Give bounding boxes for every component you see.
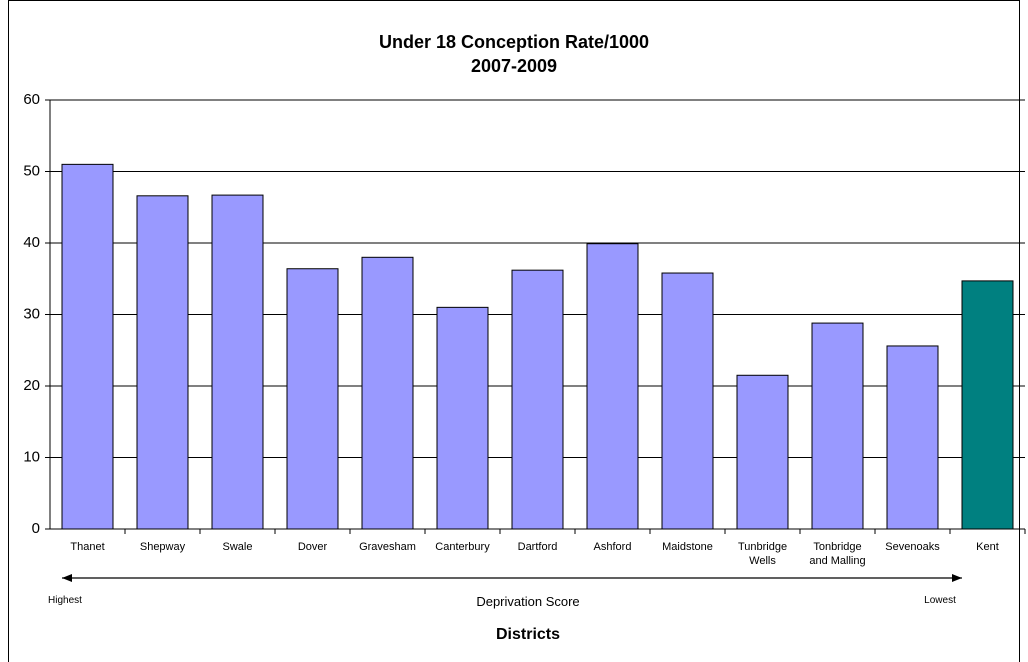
bar	[661, 272, 714, 530]
arrow-head-left	[62, 574, 72, 582]
x-tick-label: Gravesham	[359, 541, 416, 553]
bar	[736, 374, 789, 530]
chart-title: Under 18 Conception Rate/1000 2007-2009	[378, 32, 650, 76]
x-tick-label: Maidstone	[662, 541, 713, 553]
chart-frame	[8, 0, 1020, 662]
x-tick-label: Shepway	[139, 541, 186, 553]
bar	[886, 345, 939, 530]
annotation-deprivation: Deprivation Score	[476, 594, 580, 609]
x-tick-label: Ashford	[593, 541, 632, 553]
arrow-head-right	[952, 574, 962, 582]
y-tick-label: 60	[23, 91, 40, 108]
x-tick-label: Kent	[976, 541, 999, 553]
bar	[211, 194, 264, 530]
y-tick-label: 40	[23, 234, 40, 251]
bar	[961, 280, 1014, 530]
x-tick-label: Dover	[297, 541, 328, 553]
annotation-lowest: Lowest	[924, 595, 956, 606]
x-tick-label: Tonbridge and Malling	[809, 541, 866, 567]
bar	[361, 256, 414, 530]
x-tick-label: Thanet	[70, 541, 105, 553]
bar	[511, 269, 564, 530]
x-axis-label: Districts	[495, 626, 561, 643]
bar	[436, 306, 489, 530]
y-tick-label: 30	[23, 305, 40, 322]
y-tick-label: 10	[23, 448, 40, 465]
y-tick-label: 50	[23, 162, 40, 179]
bar	[286, 268, 339, 530]
y-tick-label: 20	[23, 377, 40, 394]
x-tick-label: Dartford	[517, 541, 558, 553]
x-tick-label: Sevenoaks	[885, 541, 940, 553]
bar	[586, 243, 639, 530]
bar	[136, 195, 189, 530]
y-tick-label: 0	[32, 520, 40, 537]
x-tick-label: Swale	[222, 541, 253, 553]
bar	[811, 322, 864, 530]
x-tick-label: Tunbridge Wells	[737, 541, 788, 567]
bar	[61, 163, 114, 530]
annotation-highest: Highest	[48, 595, 82, 606]
x-tick-label: Canterbury	[435, 541, 490, 553]
